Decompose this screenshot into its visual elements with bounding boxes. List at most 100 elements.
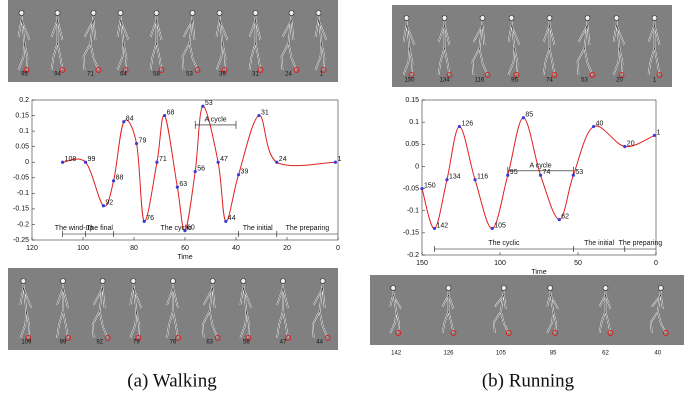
phase-label: The cyclic — [488, 240, 520, 247]
foot-marker — [662, 330, 669, 336]
point-label: 24 — [279, 156, 287, 163]
stick-head — [501, 285, 507, 291]
point-label: 63 — [179, 181, 187, 188]
phase-label: The initial — [584, 240, 614, 247]
x-tick-label: 40 — [232, 245, 240, 252]
stick-head — [130, 278, 137, 284]
stick-head — [508, 15, 515, 21]
point-label: 71 — [159, 156, 167, 163]
point-label: 88 — [116, 175, 124, 182]
data-point — [134, 141, 139, 146]
foot-marker — [607, 330, 614, 336]
plot-frame — [421, 99, 657, 256]
strip-background — [370, 275, 684, 345]
foot-marker — [552, 330, 559, 336]
frame-number: 24 — [285, 72, 292, 78]
y-tick-label: 0.05 — [405, 141, 419, 148]
stick-figure-outline — [577, 20, 593, 76]
stick-figure-outline — [18, 15, 30, 71]
stick-head — [216, 10, 223, 16]
point-label: 108 — [65, 156, 77, 163]
point-label: 60 — [187, 225, 195, 232]
stick-figure-outline — [442, 291, 454, 334]
data-point — [432, 226, 437, 231]
y-tick-label: 0.2 — [19, 97, 29, 104]
foot-marker — [257, 67, 264, 73]
frame-number: 53 — [186, 72, 193, 78]
stick-head — [602, 285, 609, 291]
foot-marker — [505, 330, 512, 336]
stick-figure-outline — [202, 283, 218, 339]
foot-marker — [135, 335, 142, 341]
foot-marker — [221, 67, 228, 73]
foot-marker — [214, 335, 221, 341]
stick-head — [189, 10, 196, 16]
point-label: 85 — [525, 112, 533, 119]
y-tick-label: -0.15 — [403, 230, 419, 237]
frame-number: 20 — [616, 78, 623, 84]
foot-marker — [245, 335, 252, 341]
stick-figure-outline — [389, 290, 402, 334]
frame-number: 85 — [550, 351, 557, 357]
x-axis-label: Time — [177, 254, 192, 261]
point-label: 99 — [88, 156, 96, 163]
strip-background — [392, 5, 672, 87]
data-point — [521, 116, 526, 120]
y-tick-label: -0.05 — [403, 185, 419, 192]
y-tick-label: -0.25 — [13, 237, 29, 244]
data-point — [236, 173, 241, 177]
stick-head — [170, 278, 176, 284]
frame-number: 63 — [206, 340, 213, 346]
point-label: 84 — [126, 116, 134, 123]
stick-figure-outline — [599, 291, 611, 334]
y-tick-label: -0.1 — [17, 190, 29, 197]
data-point — [122, 120, 126, 124]
y-tick-label: 0.1 — [19, 128, 29, 135]
stick-head — [441, 15, 448, 21]
stick-head — [60, 278, 66, 284]
data-point — [333, 160, 338, 164]
foot-marker — [25, 335, 32, 341]
frame-number: 94 — [54, 72, 61, 78]
stick-head — [240, 278, 247, 284]
point-label: 126 — [461, 120, 473, 127]
data-point — [652, 133, 657, 138]
frame-number: 79 — [133, 340, 140, 346]
data-point — [193, 169, 197, 174]
foot-marker — [395, 330, 402, 336]
frame-number: 134 — [439, 78, 450, 84]
x-tick-label: 80 — [130, 245, 138, 252]
frame-number: 40 — [654, 351, 661, 357]
data-point — [457, 124, 462, 129]
frame-number: 58 — [153, 72, 160, 78]
frame-number: 64 — [120, 72, 127, 78]
point-label: 40 — [596, 120, 604, 127]
foot-marker — [589, 72, 596, 78]
data-point — [142, 219, 146, 223]
y-tick-label: 0.15 — [405, 97, 419, 104]
frame-number: 109 — [21, 340, 32, 346]
point-label: 39 — [241, 169, 249, 176]
stick-head — [546, 15, 553, 21]
foot-marker — [59, 67, 66, 73]
data-point — [201, 104, 205, 108]
x-tick-label: 50 — [574, 260, 582, 267]
point-label: 142 — [436, 222, 448, 229]
point-label: 134 — [449, 174, 461, 181]
y-tick-label: -0.1 — [407, 208, 419, 215]
data-point — [183, 229, 187, 233]
foot-marker — [551, 72, 558, 78]
data-point — [275, 160, 279, 164]
foot-marker — [65, 335, 71, 341]
stick-head — [252, 10, 259, 16]
frame-number: 71 — [87, 72, 94, 78]
frame-number: 99 — [60, 340, 67, 346]
x-tick-label: 0 — [654, 260, 658, 267]
point-label: 74 — [543, 169, 551, 176]
stick-figure-outline — [546, 290, 559, 334]
caption: (a) Walking — [127, 370, 217, 391]
point-label: 116 — [477, 174, 488, 181]
frame-number: 142 — [391, 351, 402, 357]
stick-figure-outline — [182, 15, 198, 71]
